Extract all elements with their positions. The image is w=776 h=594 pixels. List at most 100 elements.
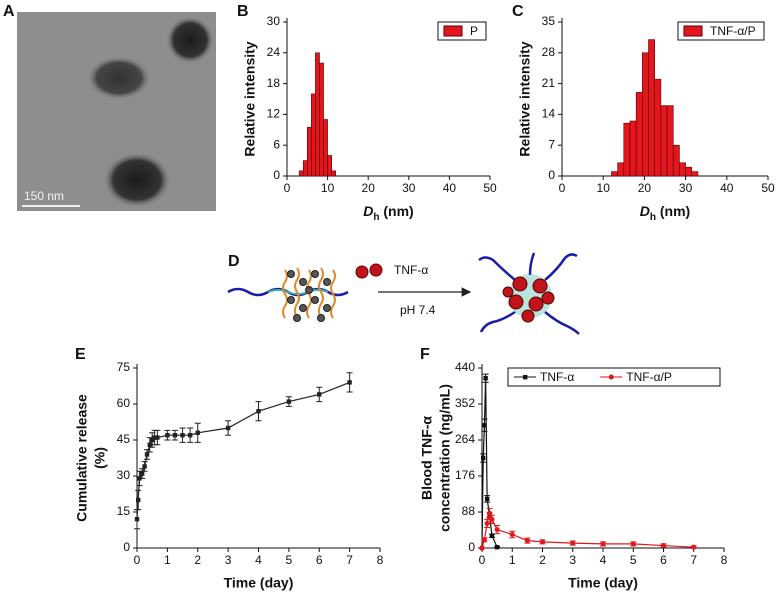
legend-label: P — [470, 24, 478, 38]
bar — [611, 171, 618, 177]
marker — [484, 496, 490, 502]
x-tick-label: 8 — [721, 553, 728, 567]
tem-image — [17, 12, 216, 211]
y-tick-label: 0 — [468, 540, 475, 554]
x-tick-label: 30 — [679, 181, 693, 195]
bar — [617, 162, 625, 177]
marker — [481, 537, 487, 543]
y-tick-label: 24 — [267, 45, 281, 59]
x-tick-label: 50 — [483, 181, 497, 195]
bar — [642, 52, 649, 177]
panel-label: A — [3, 3, 15, 20]
x-axis-subscript: h — [650, 212, 656, 223]
x-tick-label: 10 — [597, 181, 611, 195]
x-axis-symbol: D — [363, 203, 373, 219]
marker — [256, 409, 261, 414]
y-tick-label: 88 — [462, 504, 476, 518]
bar — [648, 39, 656, 177]
legend-label: TNF-α/P — [626, 370, 672, 384]
x-tick-label: 0 — [134, 553, 141, 567]
x-tick-label: 5 — [286, 553, 293, 567]
x-tick-label: 40 — [443, 181, 457, 195]
marker — [483, 376, 488, 381]
series-line — [481, 511, 694, 549]
x-tick-label: 3 — [569, 553, 576, 567]
x-tick-label: 20 — [638, 181, 652, 195]
bar — [660, 105, 668, 177]
series-line — [481, 378, 498, 549]
x-tick-label: 20 — [362, 181, 376, 195]
marker — [481, 455, 486, 461]
marker — [286, 399, 292, 404]
marker — [509, 532, 515, 537]
marker — [489, 516, 495, 522]
x-tick-label: 10 — [321, 181, 335, 195]
x-tick-label: 30 — [402, 181, 416, 195]
marker — [630, 541, 636, 547]
x-axis-unit: (nm) — [656, 203, 690, 219]
marker — [187, 433, 193, 438]
marker — [136, 497, 141, 503]
marker — [195, 430, 200, 435]
y-tick-label: 30 — [117, 468, 131, 482]
x-tick-label: 3 — [225, 553, 232, 567]
y-tick-label: 75 — [117, 360, 131, 374]
bar — [654, 78, 662, 177]
marker — [570, 540, 576, 546]
x-axis-symbol: D — [640, 203, 650, 219]
bar — [319, 62, 324, 177]
y-tick-label: 18 — [267, 76, 281, 90]
y-tick-label: 0 — [123, 540, 130, 554]
y-tick-label: 35 — [542, 14, 556, 28]
x-tick-label: 1 — [164, 553, 171, 567]
y-axis-title: Relative intensity — [517, 41, 533, 156]
legend-marker — [608, 374, 614, 380]
x-tick-label: 40 — [720, 181, 734, 195]
panel-label: E — [75, 346, 86, 363]
marker — [149, 437, 155, 443]
y-tick-label: 352 — [455, 396, 475, 410]
y-tick-label: 0 — [548, 168, 555, 182]
legend-swatch — [443, 25, 463, 37]
y-tick-label: 440 — [455, 360, 475, 374]
bar — [323, 119, 328, 177]
y-axis-title: Cumulative release — [74, 394, 90, 522]
marker — [225, 425, 231, 431]
bar — [315, 52, 320, 177]
y-tick-label: 7 — [548, 137, 555, 151]
marker — [691, 544, 697, 550]
x-axis-unit: (nm) — [380, 203, 414, 219]
marker — [487, 510, 493, 516]
x-tick-label: 4 — [600, 553, 607, 567]
bar — [635, 92, 643, 177]
marker — [494, 527, 500, 533]
y-axis-title: Relative intensity — [242, 41, 258, 156]
bar — [302, 160, 308, 177]
series-line — [136, 381, 350, 520]
y-tick-label: 14 — [542, 107, 556, 121]
marker — [484, 520, 490, 526]
x-tick-label: 6 — [316, 553, 323, 567]
bar — [311, 93, 316, 177]
marker — [317, 392, 322, 397]
x-tick-label: 6 — [660, 553, 667, 567]
x-tick-label: 0 — [559, 181, 566, 195]
x-axis-title: Time (day) — [568, 575, 638, 591]
bar — [679, 162, 686, 177]
x-tick-label: 0 — [284, 181, 291, 195]
marker — [494, 544, 500, 550]
y-tick-label: 12 — [267, 107, 281, 121]
bar — [672, 144, 680, 177]
marker — [600, 541, 606, 547]
y-tick-label: 21 — [542, 76, 556, 90]
y-tick-label: 60 — [117, 396, 131, 410]
bar — [666, 105, 674, 177]
bar — [327, 155, 332, 177]
x-tick-label: 50 — [761, 181, 775, 195]
panel-label: C — [512, 3, 524, 20]
y-tick-label: 28 — [542, 45, 556, 59]
marker — [524, 538, 530, 544]
scale-bar-label: 150 nm — [24, 189, 64, 203]
y-tick-label: 15 — [117, 504, 131, 518]
reagent-label: TNF-α — [394, 263, 428, 277]
